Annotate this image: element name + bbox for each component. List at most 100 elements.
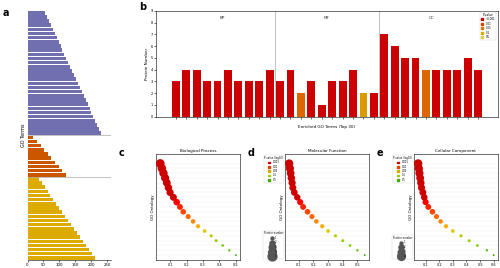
Point — [176, 205, 184, 209]
Point — [422, 200, 430, 204]
Bar — [28, 69, 72, 73]
Bar — [28, 231, 77, 235]
Point — [200, 229, 208, 233]
Point — [160, 171, 168, 175]
Legend: 1, 2, 3, 4: 1, 2, 3, 4 — [392, 235, 413, 259]
Bar — [28, 90, 82, 94]
Point — [179, 210, 187, 214]
Bar — [349, 70, 357, 117]
Bar — [28, 198, 54, 202]
Point — [416, 171, 424, 175]
Point — [207, 234, 215, 238]
Text: e: e — [377, 148, 384, 158]
Bar — [182, 70, 190, 117]
Bar — [464, 58, 471, 117]
Bar — [28, 157, 52, 160]
Bar — [422, 70, 430, 117]
Bar — [28, 140, 37, 143]
Title: Molecular Function: Molecular Function — [308, 149, 346, 153]
Point — [299, 205, 307, 209]
Bar — [266, 70, 274, 117]
Point — [194, 224, 202, 228]
Point — [483, 248, 491, 252]
Bar — [28, 223, 71, 226]
Bar — [28, 40, 58, 44]
Bar — [28, 49, 62, 52]
Bar — [412, 58, 420, 117]
Bar — [432, 70, 440, 117]
Point — [420, 195, 428, 199]
Point — [414, 161, 422, 166]
Point — [324, 229, 332, 233]
Bar — [28, 77, 76, 81]
Y-axis label: GO Ontology: GO Ontology — [151, 194, 155, 220]
Bar — [28, 152, 48, 156]
Bar — [28, 215, 65, 218]
X-axis label: Enriched GO Terms (Top 30): Enriched GO Terms (Top 30) — [298, 125, 356, 129]
Point — [465, 239, 473, 243]
Point — [170, 195, 177, 199]
Point — [418, 185, 426, 190]
Bar — [28, 36, 56, 39]
Point — [212, 239, 220, 243]
Bar — [28, 165, 58, 168]
Point — [332, 234, 340, 238]
Bar — [338, 81, 346, 117]
Point — [286, 166, 294, 170]
Bar — [28, 194, 50, 197]
Bar — [474, 70, 482, 117]
Title: Biological Process: Biological Process — [180, 149, 216, 153]
Bar — [28, 240, 83, 243]
Bar — [28, 148, 44, 152]
Bar — [28, 190, 48, 193]
Point — [296, 200, 304, 204]
Point — [457, 234, 465, 238]
Y-axis label: GO Terms: GO Terms — [21, 124, 26, 147]
Bar — [28, 44, 60, 48]
Point — [158, 166, 166, 170]
Point — [490, 253, 498, 257]
Bar — [28, 24, 51, 27]
Point — [172, 200, 180, 204]
Y-axis label: GO Ontology: GO Ontology — [280, 194, 284, 220]
Point — [339, 239, 347, 243]
Point — [318, 224, 326, 228]
Point — [164, 185, 172, 190]
Point — [184, 214, 192, 219]
Point — [354, 248, 362, 252]
Bar — [28, 219, 68, 222]
Bar — [286, 70, 294, 117]
Bar — [28, 177, 38, 181]
Point — [189, 219, 197, 224]
Point — [419, 190, 427, 195]
Bar — [224, 70, 232, 117]
Bar — [28, 227, 74, 230]
Text: MF: MF — [324, 16, 330, 20]
Bar — [28, 123, 97, 127]
Point — [416, 176, 424, 180]
Bar — [28, 15, 47, 19]
Point — [156, 161, 164, 166]
Bar — [28, 28, 53, 31]
Bar — [256, 81, 263, 117]
Bar — [28, 73, 74, 77]
Text: CC: CC — [428, 16, 434, 20]
Point — [285, 161, 293, 166]
Bar — [360, 93, 368, 117]
Bar — [28, 86, 80, 89]
Bar — [28, 102, 88, 106]
Bar — [28, 252, 92, 255]
Point — [226, 248, 234, 252]
Text: a: a — [2, 8, 9, 18]
Bar — [401, 58, 409, 117]
Point — [361, 253, 369, 257]
Point — [417, 181, 425, 185]
Bar — [328, 81, 336, 117]
Bar — [28, 173, 66, 177]
Bar — [203, 81, 211, 117]
Bar — [28, 119, 96, 122]
Bar — [28, 11, 45, 14]
Point — [218, 243, 226, 248]
Bar — [28, 169, 62, 172]
Title: Cellular Component: Cellular Component — [436, 149, 476, 153]
